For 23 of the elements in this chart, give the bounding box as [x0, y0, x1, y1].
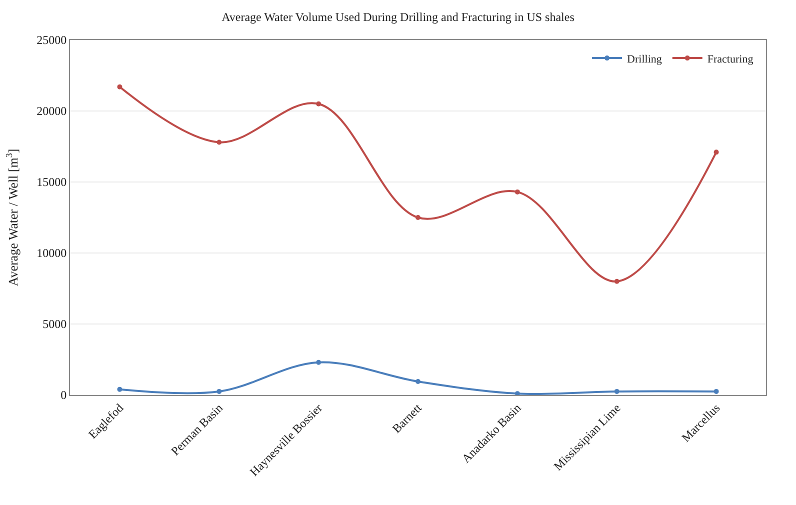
point — [416, 215, 420, 220]
legend-label: Fracturing — [707, 53, 754, 66]
y-tick-label: 0 — [60, 388, 67, 402]
point — [614, 388, 620, 394]
legend-label: Drilling — [627, 53, 662, 66]
point — [117, 386, 122, 392]
point — [514, 391, 520, 395]
y-tick-label: 20000 — [36, 104, 67, 118]
point — [714, 150, 719, 155]
point — [514, 189, 520, 194]
y-tick-label: 10000 — [36, 246, 67, 260]
chart-title: Average Water Volume Used During Drilling and Fracturing in US shales — [222, 10, 575, 24]
point — [216, 388, 222, 394]
y-tick-label: 5000 — [42, 317, 67, 332]
point — [316, 101, 322, 106]
point — [416, 379, 420, 384]
y-tick-label: 15000 — [36, 175, 67, 190]
point — [316, 360, 322, 365]
point — [614, 278, 620, 284]
y-tick-label: 25000 — [36, 33, 67, 48]
point — [216, 140, 222, 145]
point — [714, 388, 719, 394]
point — [117, 84, 122, 90]
